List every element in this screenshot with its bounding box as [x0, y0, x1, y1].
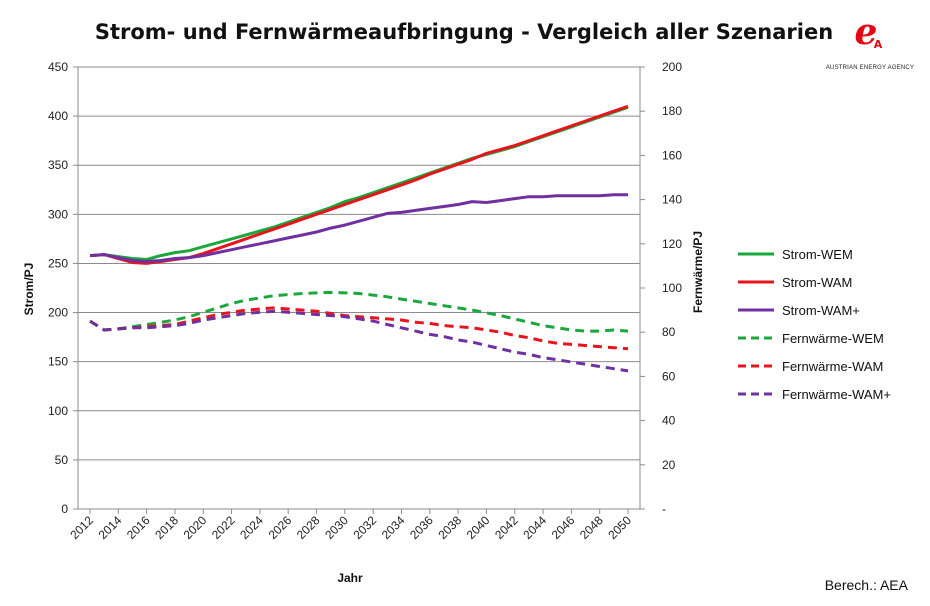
y-right-tick-label: 120 [662, 237, 682, 251]
y-left-tick-label: 450 [48, 60, 68, 74]
x-tick-label: 2042 [492, 513, 521, 542]
source-note: Berech.: AEA [825, 577, 909, 593]
series-line-fernw-rme-wam [89, 306, 629, 351]
y-right-tick-label: 80 [662, 325, 676, 339]
y-right-tick-label: 140 [662, 193, 682, 207]
x-tick-label: 2040 [464, 513, 493, 542]
x-tick-label: 2022 [209, 513, 238, 542]
legend-label: Fernwärme-WAM [782, 359, 883, 374]
series-line-fernw-rme-wam- [89, 309, 629, 373]
x-tick-label: 2020 [181, 513, 210, 542]
x-tick-label: 2024 [237, 513, 266, 542]
y-right-tick-label: 200 [662, 60, 682, 74]
y-left-tick-label: 0 [61, 502, 68, 516]
logo-a: A [874, 38, 883, 51]
x-tick-label: 2046 [549, 513, 578, 542]
y-right-tick-label: 100 [662, 281, 682, 295]
series-line-fernw-rme-wem [89, 290, 629, 333]
y-axis-left-title: Strom/PJ [22, 263, 36, 316]
x-tick-label: 2032 [350, 513, 379, 542]
series-line-strom-wam [89, 104, 629, 265]
legend-label: Fernwärme-WAM+ [782, 387, 891, 402]
x-tick-label: 2026 [266, 513, 295, 542]
y-left-tick-label: 150 [48, 355, 68, 369]
y-axis-right-title: Fernwärme/PJ [691, 231, 705, 313]
logo-caption: AUSTRIAN ENERGY AGENCY [826, 65, 914, 71]
logo-mark: e [855, 11, 878, 53]
y-right-tick-label: 40 [662, 414, 676, 428]
y-left-tick-label: 50 [55, 453, 69, 467]
series [89, 104, 629, 373]
legend: Strom-WEM Strom-WAM Strom-WAM+ Fernwärme-WE… [738, 247, 891, 402]
x-tick-label: 2012 [67, 513, 96, 542]
y-left-tick-label: 400 [48, 109, 68, 123]
y-left-tick-label: 250 [48, 256, 68, 270]
chart-title: Strom- und Fernwärmeaufbringung - Vergle… [95, 20, 833, 44]
legend-label: Strom-WAM+ [782, 303, 860, 318]
y-left-tick-label: 300 [48, 207, 68, 221]
x-tick-label: 2036 [407, 513, 436, 542]
x-tick-label: 2034 [379, 513, 408, 542]
axes: 050100150200250300350400450-204060801001… [48, 60, 682, 542]
x-tick-label: 2016 [124, 513, 153, 542]
legend-label: Strom-WAM [782, 275, 852, 290]
legend-label: Fernwärme-WEM [782, 331, 884, 346]
x-tick-label: 2038 [435, 513, 464, 542]
x-tick-label: 2018 [152, 513, 181, 542]
x-tick-label: 2050 [605, 513, 634, 542]
y-right-tick-label: 60 [662, 369, 676, 383]
y-right-tick-label: 20 [662, 458, 676, 472]
aea-logo: e A AUSTRIAN ENERGY AGENCY [826, 11, 914, 71]
x-tick-label: 2030 [322, 513, 351, 542]
y-left-tick-label: 100 [48, 404, 68, 418]
grid [78, 66, 640, 461]
y-right-tick-label: 160 [662, 148, 682, 162]
series-line-strom-wem [89, 105, 629, 261]
x-tick-label: 2028 [294, 513, 323, 542]
y-left-tick-label: 200 [48, 306, 68, 320]
y-right-tick-label: 180 [662, 104, 682, 118]
x-tick-label: 2044 [520, 513, 549, 542]
legend-label: Strom-WEM [782, 247, 853, 262]
x-tick-label: 2014 [96, 513, 125, 542]
series-line-strom-wam- [89, 193, 628, 263]
x-tick-label: 2048 [577, 513, 606, 542]
x-axis-title: Jahr [337, 571, 363, 585]
y-left-tick-label: 350 [48, 158, 68, 172]
y-right-tick-label: - [662, 502, 666, 516]
